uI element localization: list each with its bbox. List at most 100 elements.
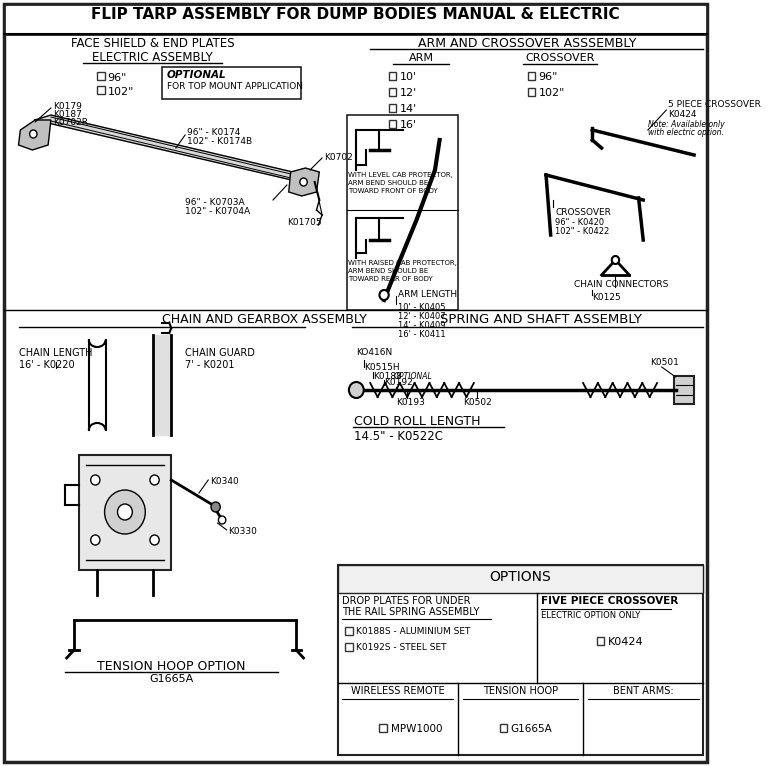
Text: COLD ROLL LENGTH: COLD ROLL LENGTH	[355, 415, 481, 428]
Text: DROP PLATES FOR UNDER: DROP PLATES FOR UNDER	[343, 596, 471, 606]
Text: MPW1000: MPW1000	[391, 724, 442, 734]
Circle shape	[118, 504, 132, 520]
Text: ELECTRIC OPTION ONLY: ELECTRIC OPTION ONLY	[541, 611, 641, 620]
Text: TENSION HOOP: TENSION HOOP	[483, 686, 558, 696]
Bar	[4, 4, 707, 34]
Text: K0192: K0192	[384, 378, 413, 387]
Text: CROSSOVER: CROSSOVER	[555, 208, 611, 217]
Bar	[389, 104, 396, 112]
Text: BENT ARMS:: BENT ARMS:	[613, 686, 674, 696]
Bar	[528, 88, 535, 96]
Polygon shape	[289, 168, 319, 196]
Text: K0193: K0193	[396, 398, 425, 407]
Text: 16' - K0220: 16' - K0220	[18, 360, 74, 370]
Bar	[98, 86, 104, 94]
Text: 96" - K0420: 96" - K0420	[555, 218, 604, 227]
Circle shape	[104, 490, 145, 534]
Text: 96" - K0174: 96" - K0174	[187, 128, 240, 137]
Text: CHAIN LENGTH: CHAIN LENGTH	[18, 348, 92, 358]
Bar	[347, 115, 458, 310]
Bar	[345, 627, 353, 635]
Bar	[78, 455, 171, 570]
Circle shape	[612, 256, 619, 264]
Circle shape	[91, 475, 100, 485]
Text: K0502: K0502	[463, 398, 492, 407]
Text: 96": 96"	[108, 73, 127, 83]
Text: G1665A: G1665A	[511, 724, 553, 734]
Text: 96": 96"	[538, 72, 558, 82]
Text: KO416N: KO416N	[356, 348, 392, 357]
Text: OPTIONAL: OPTIONAL	[393, 372, 432, 381]
Text: 10': 10'	[400, 72, 417, 82]
Text: K0330: K0330	[229, 527, 257, 536]
Polygon shape	[18, 120, 51, 150]
Bar	[389, 72, 396, 80]
Text: ARM BEND SHOULD BE: ARM BEND SHOULD BE	[348, 268, 429, 274]
Text: K0179: K0179	[53, 102, 81, 111]
Bar	[345, 643, 353, 651]
Text: 7' - K0201: 7' - K0201	[185, 360, 234, 370]
Circle shape	[379, 290, 389, 300]
Text: 102" - K0422: 102" - K0422	[555, 227, 610, 236]
Text: K0340: K0340	[210, 477, 239, 486]
Bar	[379, 724, 387, 732]
Text: 12': 12'	[400, 88, 417, 98]
Bar	[389, 120, 396, 128]
Text: TOWARD FRONT OF BODY: TOWARD FRONT OF BODY	[348, 188, 438, 194]
Text: ARM LENGTH: ARM LENGTH	[398, 290, 457, 299]
Text: ARM: ARM	[409, 53, 434, 63]
Text: with electric option.: with electric option.	[648, 128, 723, 137]
Text: K0188: K0188	[373, 372, 402, 381]
Text: K0187: K0187	[53, 110, 81, 119]
Text: Note: Available only: Note: Available only	[648, 120, 724, 129]
Text: OPTIONS: OPTIONS	[490, 570, 551, 584]
Text: CHAIN AND GEARBOX ASSEMBLY: CHAIN AND GEARBOX ASSEMBLY	[162, 313, 367, 326]
Text: TOWARD REAR OF BODY: TOWARD REAR OF BODY	[348, 276, 432, 282]
Circle shape	[211, 502, 220, 512]
Text: 14': 14'	[400, 104, 417, 114]
Text: FIVE PIECE CROSSOVER: FIVE PIECE CROSSOVER	[541, 596, 679, 606]
Text: K0515H: K0515H	[364, 363, 399, 372]
Bar	[528, 72, 535, 80]
Text: 10' - K0405: 10' - K0405	[398, 303, 445, 312]
Circle shape	[349, 382, 364, 398]
Circle shape	[150, 475, 159, 485]
Bar	[597, 637, 604, 645]
Text: 96" - K0703A: 96" - K0703A	[185, 198, 245, 207]
Text: ELECTRIC ASSEMBLY: ELECTRIC ASSEMBLY	[92, 51, 213, 64]
Text: ARM BEND SHOULD BE: ARM BEND SHOULD BE	[348, 180, 429, 186]
Bar	[389, 88, 396, 96]
Text: K0188S - ALUMINIUM SET: K0188S - ALUMINIUM SET	[356, 627, 471, 636]
Bar	[162, 67, 301, 99]
Text: 102": 102"	[538, 88, 565, 98]
Text: FLIP TARP ASSEMBLY FOR DUMP BODIES MANUAL & ELECTRIC: FLIP TARP ASSEMBLY FOR DUMP BODIES MANUA…	[91, 7, 620, 22]
Text: K0702R: K0702R	[53, 118, 88, 127]
Text: CHAIN CONNECTORS: CHAIN CONNECTORS	[574, 280, 668, 289]
Text: 12' - K0407: 12' - K0407	[398, 312, 445, 321]
Text: 5 PIECE CROSSOVER: 5 PIECE CROSSOVER	[668, 100, 761, 109]
Text: K0501: K0501	[650, 358, 680, 367]
Text: K01705: K01705	[287, 218, 322, 227]
Circle shape	[218, 516, 226, 524]
Text: 102": 102"	[108, 87, 134, 97]
Text: K0192S - STEEL SET: K0192S - STEEL SET	[356, 643, 447, 652]
Bar	[500, 724, 507, 732]
Text: 16': 16'	[400, 120, 417, 130]
Text: CROSSOVER: CROSSOVER	[525, 53, 594, 63]
Text: FACE SHIELD & END PLATES: FACE SHIELD & END PLATES	[71, 37, 234, 50]
Text: TENSION HOOP OPTION: TENSION HOOP OPTION	[97, 660, 246, 673]
Text: 14' - K0409: 14' - K0409	[398, 321, 445, 330]
Text: ARM AND CROSSOVER ASSSEMBLY: ARM AND CROSSOVER ASSSEMBLY	[419, 37, 637, 50]
Text: G1665A: G1665A	[149, 674, 194, 684]
Bar	[674, 376, 694, 404]
Text: FOR TOP MOUNT APPLICATION: FOR TOP MOUNT APPLICATION	[167, 82, 303, 91]
Text: K0424: K0424	[668, 110, 697, 119]
Text: 14.5" - K0522C: 14.5" - K0522C	[355, 430, 443, 443]
Text: THE RAIL SPRING ASSEMBLY: THE RAIL SPRING ASSEMBLY	[343, 607, 480, 617]
Text: K0702: K0702	[324, 153, 353, 162]
Bar	[338, 565, 703, 593]
Text: OPTIONAL: OPTIONAL	[167, 70, 227, 80]
Text: K0125: K0125	[592, 293, 621, 302]
Polygon shape	[153, 335, 171, 435]
Text: 16' - K0411: 16' - K0411	[398, 330, 445, 339]
